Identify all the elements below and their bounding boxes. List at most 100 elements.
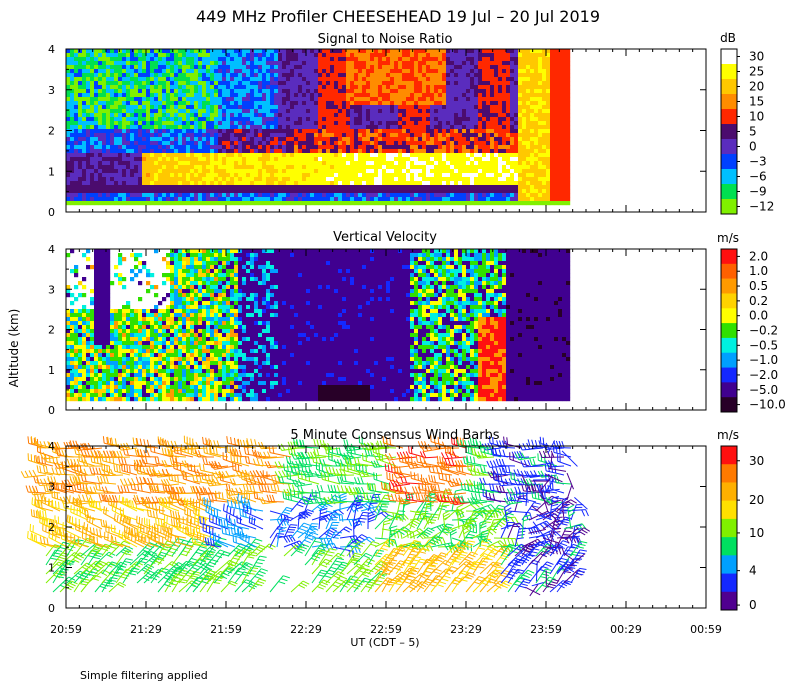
snr-cell: [422, 97, 427, 102]
snr-cell: [122, 109, 127, 114]
snr-cell: [86, 77, 91, 82]
snr-cell: [278, 85, 283, 90]
snr-cell: [314, 145, 319, 150]
snr-cell: [498, 165, 503, 170]
snr-cell: [66, 125, 71, 130]
snr-cell: [134, 81, 139, 86]
snr-cell: [238, 201, 243, 206]
snr-cell: [446, 161, 451, 166]
snr-cell: [198, 101, 203, 106]
snr-cell: [342, 137, 347, 142]
snr-cell: [278, 185, 283, 190]
snr-cell: [394, 169, 399, 174]
snr-cell: [402, 153, 407, 158]
snr-cell: [142, 77, 147, 82]
snr-cell: [82, 189, 87, 194]
snr-cell: [498, 53, 503, 58]
snr-cell: [114, 177, 119, 182]
snr-cell: [346, 69, 351, 74]
snr-cell: [114, 117, 119, 122]
snr-cell: [290, 165, 295, 170]
snr-cell: [70, 145, 75, 150]
snr-cell: [394, 109, 399, 114]
snr-cell: [522, 165, 527, 170]
snr-cell: [478, 53, 483, 58]
snr-cell: [242, 77, 247, 82]
snr-cell: [518, 145, 523, 150]
snr-cell: [230, 157, 235, 162]
snr-cell: [122, 165, 127, 170]
snr-cell: [526, 89, 531, 94]
snr-cell: [70, 157, 75, 162]
snr-cell: [450, 197, 455, 202]
snr-cell: [326, 201, 331, 206]
snr-cell: [106, 185, 111, 190]
snr-cell: [314, 109, 319, 114]
snr-cell: [86, 89, 91, 94]
snr-cell: [170, 109, 175, 114]
snr-cell: [86, 141, 91, 146]
snr-cell: [414, 105, 419, 110]
snr-cell: [490, 197, 495, 202]
snr-cell: [426, 173, 431, 178]
snr-cell: [534, 173, 539, 178]
snr-cell: [438, 153, 443, 158]
snr-cell: [110, 157, 115, 162]
snr-cell: [330, 181, 335, 186]
snr-cell: [286, 77, 291, 82]
snr-cell: [270, 65, 275, 70]
snr-cell: [298, 149, 303, 154]
snr-cell: [514, 157, 519, 162]
snr-cell: [206, 149, 211, 154]
snr-cell: [334, 125, 339, 130]
snr-cell: [202, 89, 207, 94]
snr-cell: [334, 49, 339, 54]
snr-cell: [278, 181, 283, 186]
snr-cell: [234, 61, 239, 66]
snr-cell: [522, 65, 527, 70]
snr-cell: [426, 149, 431, 154]
snr-cell: [310, 97, 315, 102]
snr-cell: [230, 161, 235, 166]
snr-cell: [510, 177, 515, 182]
snr-cell: [350, 153, 355, 158]
snr-cell: [242, 93, 247, 98]
snr-cell: [318, 189, 323, 194]
snr-cell: [70, 77, 75, 82]
snr-cell: [418, 61, 423, 66]
snr-cell: [334, 97, 339, 102]
snr-cell: [554, 133, 559, 138]
snr-cell: [442, 105, 447, 110]
snr-cell: [138, 145, 143, 150]
snr-cell: [170, 101, 175, 106]
snr-cell: [230, 109, 235, 114]
snr-cell: [74, 177, 79, 182]
snr-cell: [170, 129, 175, 134]
snr-cell: [186, 181, 191, 186]
snr-cell: [70, 181, 75, 186]
snr-cell: [386, 197, 391, 202]
snr-cell: [538, 145, 543, 150]
snr-cell: [146, 173, 151, 178]
snr-cell: [262, 121, 267, 126]
snr-cell: [258, 81, 263, 86]
snr-cell: [178, 141, 183, 146]
snr-cell: [230, 97, 235, 102]
snr-cell: [242, 49, 247, 54]
snr-cell: [442, 165, 447, 170]
snr-cell: [398, 169, 403, 174]
snr-cell: [310, 85, 315, 90]
snr-cell: [526, 65, 531, 70]
snr-cell: [518, 141, 523, 146]
snr-cell: [486, 141, 491, 146]
snr-cell: [90, 93, 95, 98]
snr-cell: [238, 129, 243, 134]
snr-cell: [418, 177, 423, 182]
snr-cell: [554, 57, 559, 62]
snr-cell: [362, 153, 367, 158]
snr-cell: [494, 165, 499, 170]
snr-cell: [154, 49, 159, 54]
snr-cell: [98, 69, 103, 74]
snr-cell: [274, 197, 279, 202]
snr-cell: [370, 161, 375, 166]
